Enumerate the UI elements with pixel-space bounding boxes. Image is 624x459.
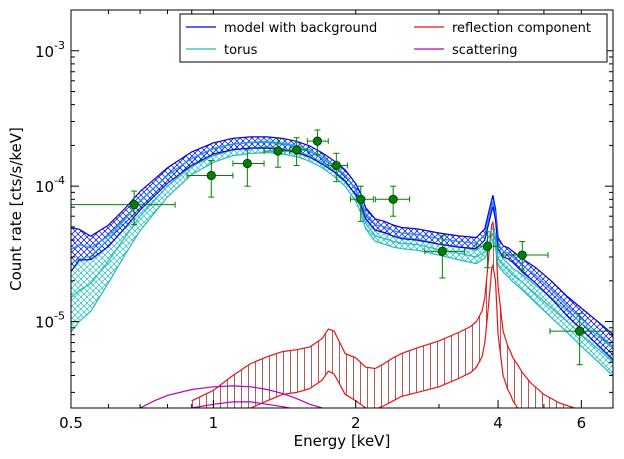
reflection-line-upper: [191, 220, 581, 408]
legend-frame: [179, 13, 608, 63]
y-tick-label: 10-3: [35, 39, 65, 61]
data-point-3: [232, 149, 265, 187]
data-point-7: [327, 152, 348, 183]
data-point-1: [71, 190, 176, 226]
model-line-center: [71, 141, 613, 348]
plot-background: [71, 10, 613, 408]
data-point-marker: [312, 136, 323, 146]
y-tick-exponent: -5: [54, 310, 65, 323]
data-point-marker: [331, 160, 341, 171]
plot-frame: [70, 9, 614, 409]
y-tick-exponent: -4: [54, 174, 65, 187]
model-line-upper: [71, 136, 613, 335]
y-tick-base: 10: [35, 178, 54, 196]
data-points: [71, 129, 613, 366]
data-point-11: [475, 231, 499, 269]
data-point-marker: [482, 241, 493, 251]
plot-area: [70, 9, 614, 409]
legend-entry-scattering: scattering: [414, 43, 518, 58]
model-line-lower: [71, 147, 613, 361]
data-point-marker: [129, 200, 139, 210]
x-tick-label: 4: [493, 414, 503, 432]
torus-line-lower: [71, 151, 613, 377]
x-tick-label: 1: [209, 414, 219, 432]
data-point-marker: [388, 194, 398, 204]
scattering-line-1: [139, 385, 323, 408]
y-tick-label: 10-4: [35, 174, 65, 196]
y-axis-label: Count rate [cts/s/keV]: [7, 127, 25, 291]
y-axis-ticks: 10-510-410-3: [35, 39, 613, 393]
legend-label-scattering: scattering: [452, 43, 518, 58]
y-tick-base: 10: [35, 43, 54, 61]
data-point-10: [424, 235, 466, 279]
model-band: [71, 136, 613, 360]
data-point-2: [186, 159, 234, 198]
data-point-marker: [517, 250, 527, 260]
y-tick-exponent: -3: [54, 39, 65, 52]
x-tick-label: 0.5: [59, 414, 83, 432]
legend: model with background torus reflection c…: [179, 13, 608, 63]
x-tick-label: 6: [577, 414, 587, 432]
legend-entry-model: model with background: [186, 21, 377, 36]
data-point-marker: [292, 145, 302, 155]
legend-entry-reflection: reflection component: [414, 21, 591, 36]
model-lines: [71, 136, 613, 408]
data-point-12: [502, 241, 549, 271]
x-axis-label: Energy [keV]: [294, 432, 391, 450]
data-point-9: [374, 185, 411, 217]
data-point-marker: [437, 246, 447, 256]
data-point-marker: [575, 326, 585, 336]
reflection-line-lower: [248, 263, 519, 408]
data-point-5: [289, 137, 308, 167]
uncertainty-bands: [71, 136, 613, 408]
legend-entry-torus: torus: [186, 43, 258, 58]
y-tick-label: 10-5: [35, 310, 65, 332]
data-point-marker: [206, 170, 216, 181]
reflection-band: [191, 222, 575, 408]
x-tick-label: 2: [351, 414, 361, 432]
data-point-marker: [242, 158, 252, 169]
legend-label-reflection: reflection component: [452, 21, 591, 36]
data-point-13: [549, 312, 613, 366]
data-point-marker: [273, 146, 283, 156]
data-point-marker: [356, 194, 366, 204]
legend-label-model: model with background: [224, 21, 377, 36]
data-point-6: [306, 129, 329, 156]
data-point-4: [263, 137, 291, 168]
x-axis-ticks: 0.5 1 2 4 6: [59, 10, 586, 432]
data-point-8: [350, 185, 374, 222]
torus-line-center: [71, 146, 613, 363]
y-tick-base: 10: [35, 314, 54, 332]
legend-label-torus: torus: [224, 43, 258, 58]
